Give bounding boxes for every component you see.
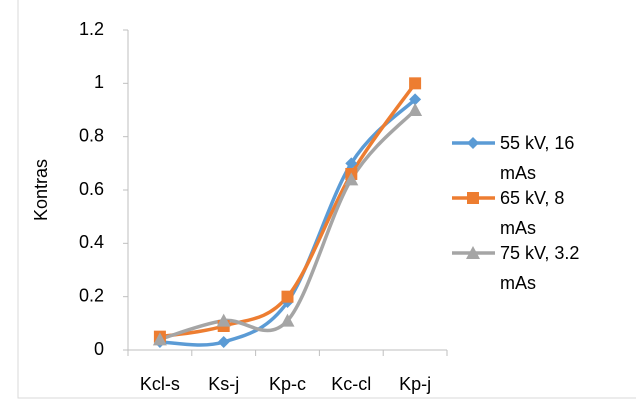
x-tick-label: Kc-cl bbox=[331, 374, 371, 394]
x-tick-label: Kcl-s bbox=[140, 374, 180, 394]
line bbox=[159, 98, 417, 347]
chart-border bbox=[17, 0, 636, 399]
x-tick-label: Kp-j bbox=[399, 374, 431, 394]
y-tick-label: 0.6 bbox=[79, 179, 104, 199]
data-point bbox=[281, 290, 294, 303]
data-point bbox=[280, 313, 295, 327]
y-tick-label: 0 bbox=[94, 339, 104, 359]
y-axis-title: Kontras bbox=[31, 159, 51, 221]
legend-label: 75 kV, 3.2 mAs bbox=[500, 243, 580, 293]
data-point bbox=[408, 103, 423, 116]
data-point bbox=[345, 157, 358, 170]
data-point bbox=[344, 172, 359, 186]
y-tick-label: 0.2 bbox=[79, 285, 104, 305]
y-tick-label: 0.4 bbox=[79, 232, 104, 252]
legend-marker bbox=[467, 192, 479, 204]
y-tick-label: 1.2 bbox=[79, 19, 104, 39]
line bbox=[159, 82, 417, 339]
data-point bbox=[152, 332, 167, 346]
data-point bbox=[409, 77, 422, 90]
x-tick-label: Kp-c bbox=[269, 374, 306, 394]
legend-label: 55 kV, 16 mAs bbox=[500, 133, 575, 183]
y-tick-label: 1 bbox=[94, 72, 104, 92]
y-tick-label: 0.8 bbox=[79, 125, 104, 145]
data-point bbox=[409, 93, 422, 106]
data-point bbox=[216, 313, 231, 327]
legend-marker bbox=[467, 137, 479, 149]
x-tick-label: Ks-j bbox=[208, 374, 239, 394]
legend-label: 65 kV, 8 mAs bbox=[500, 188, 565, 238]
data-point bbox=[217, 336, 230, 348]
legend-marker bbox=[466, 246, 480, 259]
line bbox=[159, 108, 417, 342]
